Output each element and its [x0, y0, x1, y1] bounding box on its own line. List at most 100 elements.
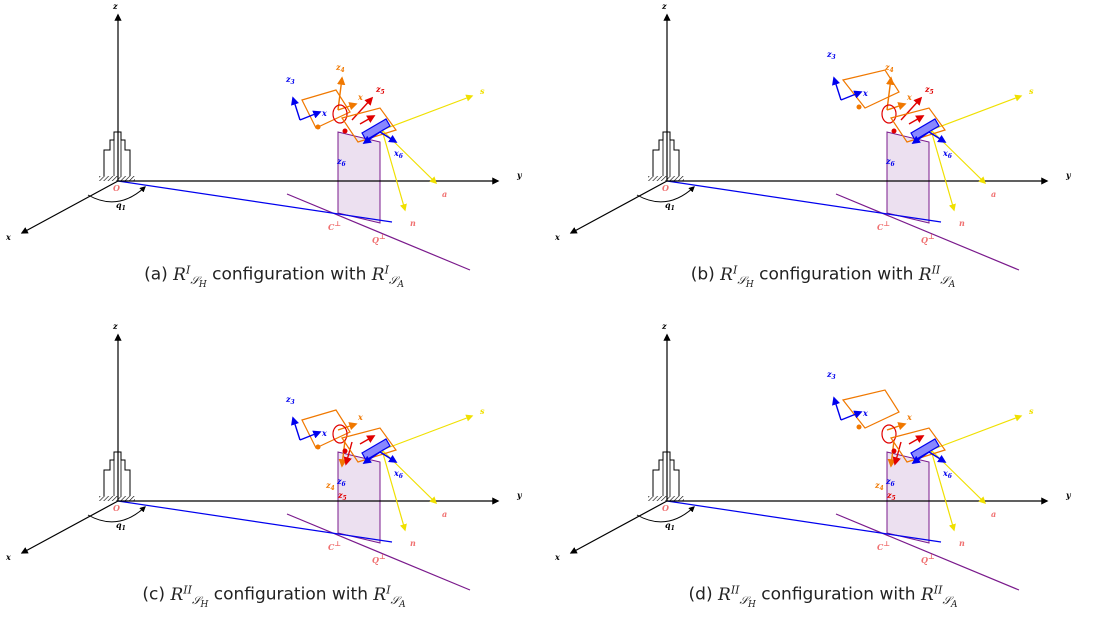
- s-vector: [381, 94, 474, 131]
- wrist-plate: [890, 107, 946, 143]
- s-vector: [930, 94, 1023, 131]
- base-column: [103, 451, 131, 496]
- projection-plane: [337, 131, 381, 224]
- z5-label: z5: [886, 490, 896, 502]
- z3-axis: [291, 96, 301, 121]
- x4-axis: [886, 102, 907, 111]
- purple-line: [835, 193, 1020, 271]
- x-axis: [20, 500, 119, 554]
- n-vector: [381, 129, 407, 212]
- x6-axis: [928, 131, 947, 143]
- x3-axis: [840, 410, 863, 421]
- q-perp-label: Q⊥: [372, 232, 386, 245]
- robot-diagram: z y x Oq1 C⊥ Q⊥ s a n z3 x z4 x z5 z6 x6: [5, 1, 523, 271]
- link-3-plate: [841, 389, 900, 429]
- joint-5: [342, 128, 348, 134]
- x-axis-label: x: [554, 232, 560, 242]
- q1-label: q1: [116, 520, 126, 532]
- q-perp-label: Q⊥: [372, 552, 386, 565]
- z-axis-label: z: [112, 1, 118, 11]
- x3-label: x: [321, 108, 327, 118]
- q-perp-label: Q⊥: [921, 232, 935, 245]
- blue-base-line: [117, 500, 393, 543]
- a-label: a: [991, 509, 996, 519]
- n-vector: [381, 449, 407, 532]
- a-label: a: [991, 189, 996, 199]
- z3-label: z3: [285, 394, 295, 406]
- link-3-plate: [841, 69, 900, 109]
- y-axis-label: y: [1065, 490, 1072, 500]
- x-axis-label: x: [5, 552, 11, 562]
- x6-label: x6: [942, 468, 953, 480]
- z5-label: z5: [375, 84, 385, 96]
- x4-label: x: [906, 92, 912, 102]
- q1-label: q1: [116, 200, 126, 212]
- z4-label: z4: [884, 62, 894, 74]
- x-axis: [569, 500, 668, 554]
- purple-line: [286, 193, 471, 271]
- z5-axis: [343, 441, 353, 466]
- origin-label: O: [662, 183, 669, 193]
- z6-label: z6: [885, 476, 896, 488]
- z5-axis: [351, 96, 374, 121]
- joint-4-ring: [881, 424, 897, 444]
- q1-label: q1: [665, 520, 675, 532]
- z6-label: z6: [336, 476, 347, 488]
- x5-axis: [359, 115, 376, 125]
- link-3-plate: [301, 89, 351, 129]
- robot-diagram: z y x Oq1 C⊥ Q⊥ s a n z3 x z4 x z5 z6 x6: [5, 321, 523, 591]
- z3-label: z3: [826, 49, 836, 61]
- n-label: n: [410, 538, 416, 548]
- c-perp-label: C⊥: [328, 219, 341, 232]
- z4-label: z4: [874, 480, 884, 492]
- x5-axis: [908, 115, 925, 125]
- x6-label: x6: [393, 148, 404, 160]
- panel-caption: (d) RII𝒮H configuration with RII𝒮A: [688, 583, 958, 611]
- z-axis-label: z: [661, 1, 667, 11]
- z6-axis: [911, 451, 930, 464]
- q1-arc: [636, 186, 695, 203]
- panel-caption: (a) RI𝒮H configuration with RI𝒮A: [144, 263, 404, 291]
- joint-3: [856, 104, 862, 110]
- s-label: s: [1029, 406, 1034, 416]
- x-axis: [20, 180, 119, 234]
- wrist-plate: [341, 107, 397, 143]
- x4-label: x: [357, 92, 363, 102]
- blue-base-line: [666, 180, 942, 223]
- a-label: a: [442, 189, 447, 199]
- projection-plane: [886, 131, 930, 224]
- link-3-plate: [301, 409, 351, 449]
- q1-arc: [87, 506, 146, 523]
- z3-label: z3: [826, 369, 836, 381]
- x6-axis: [379, 451, 398, 463]
- n-vector: [930, 449, 956, 532]
- c-perp-label: C⊥: [877, 539, 890, 552]
- panel-caption: (b) RI𝒮H configuration with RII𝒮A: [690, 263, 956, 291]
- q1-label: q1: [665, 200, 675, 212]
- z-axis-label: z: [661, 321, 667, 331]
- z6-axis: [362, 451, 381, 464]
- projection-plane: [886, 451, 930, 544]
- x4-axis: [337, 102, 358, 111]
- origin-label: O: [113, 503, 120, 513]
- y-axis-label: y: [516, 490, 523, 500]
- z6-label: z6: [885, 156, 896, 168]
- s-vector: [930, 414, 1023, 451]
- wrist-plate: [341, 427, 397, 463]
- base-ground: [648, 496, 684, 501]
- x-axis: [569, 180, 668, 234]
- x3-label: x: [862, 88, 868, 98]
- base-ground: [648, 176, 684, 181]
- c-perp-label: C⊥: [877, 219, 890, 232]
- wrist-plate: [890, 427, 946, 463]
- purple-line: [286, 513, 471, 591]
- base-column: [652, 451, 680, 496]
- purple-line: [835, 513, 1020, 591]
- x6-axis: [928, 451, 947, 463]
- y-axis-label: y: [1065, 170, 1072, 180]
- q1-arc: [636, 506, 695, 523]
- s-label: s: [480, 86, 485, 96]
- z5-axis: [900, 96, 923, 121]
